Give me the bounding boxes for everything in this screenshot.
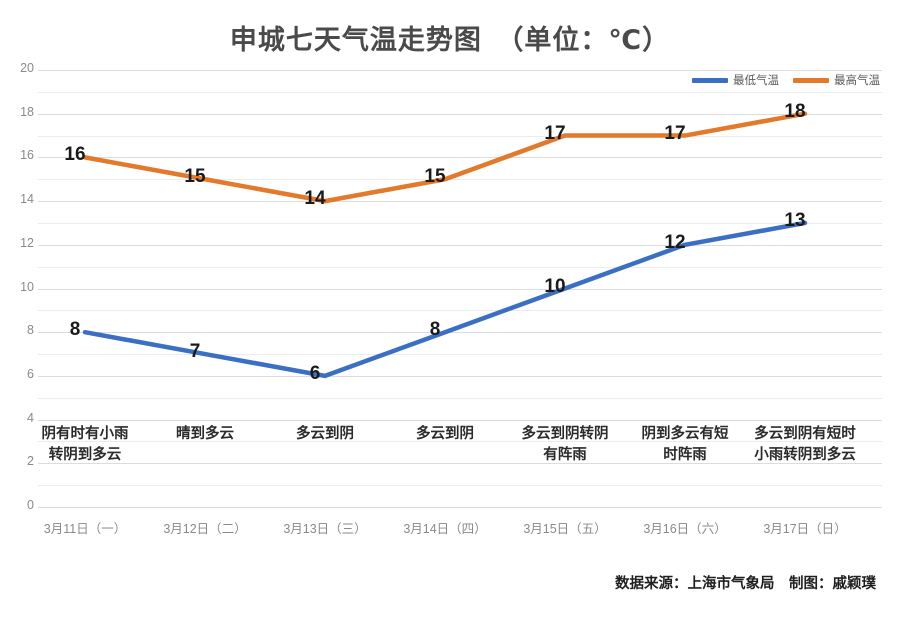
legend-label-high: 最高气温 [834,75,880,87]
weather-description: 多云到阴转阴 有阵雨 [521,426,609,463]
gridline [38,507,882,508]
x-axis: 3月11日（一） 3月12日（二） 3月13日（三） 3月14日（四） 3月15日（五）… [38,518,882,542]
y-axis-tick-label: 10 [20,279,34,294]
x-axis-tick-label: 3月15日（五） [523,522,607,536]
legend-item-high[interactable]: 最高气温 [793,72,880,88]
gridline [38,310,882,312]
gridline [38,354,882,356]
gridlines [38,62,882,515]
gridline [38,419,882,421]
gridline [38,266,882,268]
weather-description: 多云到阴有短时 小雨转阴到多云 [754,426,856,463]
x-axis-tick-label: 3月12日（二） [163,522,247,536]
weather-description-row: 阴有时有小雨 转阴到多云 晴到多云 多云到阴 多云到阴 多云到阴转阴 有阵雨 阴到多云有短… [38,424,882,486]
weather-description: 多云到阴 [296,426,354,442]
x-axis-tick-label: 3月14日（四） [403,522,487,536]
data-label: 16 [64,144,86,166]
gridline [38,70,882,71]
data-label: 15 [424,166,446,188]
data-label: 12 [664,231,686,253]
gridline [38,397,882,399]
y-axis-tick-label: 0 [27,498,34,512]
data-label: 17 [664,122,686,144]
gridline [38,201,882,203]
chart-footer: 数据来源：上海市气象局 制图：戚颖璞 [615,576,876,592]
gridline [38,113,882,115]
data-label: 7 [189,341,201,363]
chart-title: 申城七天气温走势图 （单位：℃） [229,25,671,55]
gridline [38,288,882,290]
weather-description: 多云到阴 [416,426,474,442]
legend-swatch-low [692,77,728,83]
gridline [38,222,882,224]
y-axis-tick-label: 12 [20,235,34,250]
weather-description: 晴到多云 [176,426,234,442]
legend-item-low[interactable]: 最低气温 [692,72,779,88]
gridline [38,91,882,93]
y-axis-tick-label: 14 [20,192,34,207]
gridline [38,179,882,181]
data-label: 14 [304,188,326,210]
data-label: 15 [184,166,206,188]
weather-description: 阴到多云有短 时阵雨 [641,426,729,463]
y-axis-tick-label: 6 [27,366,34,381]
gridline [38,463,882,465]
gridline [38,157,882,159]
data-label: 6 [309,362,321,384]
gridline [38,375,882,377]
data-label: 8 [429,319,441,341]
gridline [38,135,882,137]
data-label: 13 [784,209,806,231]
plot-area: 8 7 6 8 10 12 13 16 15 14 15 17 17 18 [38,62,882,515]
y-axis-tick-label: 18 [20,104,34,119]
series-line-low [82,220,808,379]
gridline [38,332,882,334]
data-label: 8 [69,319,81,341]
gridline [38,441,882,443]
gridline [38,485,882,487]
gridline [38,244,882,246]
data-label: 17 [544,122,566,144]
series-lines [82,111,808,379]
x-axis-tick-label: 3月17日（日） [763,522,847,536]
x-axis-tick-label: 3月11日（一） [43,522,127,536]
y-axis-tick-label: 8 [27,323,34,338]
data-label: 10 [544,275,566,297]
chart-legend: 最低气温 最高气温 [692,72,880,88]
data-label: 18 [784,100,806,122]
y-axis-tick-label: 20 [20,61,34,75]
series-line-high [82,111,808,204]
y-axis-tick-label: 16 [20,148,34,163]
weather-description: 阴有时有小雨 转阴到多云 [41,426,129,463]
y-axis-tick-label: 2 [27,454,34,469]
y-axis-tick-label: 4 [27,410,34,425]
x-axis-tick-label: 3月16日（六） [643,522,727,536]
legend-label-low: 最低气温 [733,75,779,87]
x-axis-tick-label: 3月13日（三） [283,522,367,536]
legend-swatch-high [793,77,829,83]
